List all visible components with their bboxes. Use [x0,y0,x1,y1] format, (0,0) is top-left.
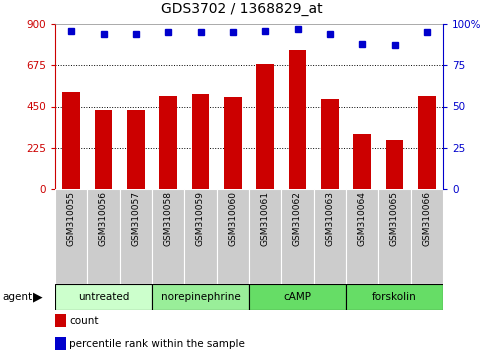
Text: GSM310055: GSM310055 [67,191,76,246]
Bar [217,189,249,284]
Text: GSM310065: GSM310065 [390,191,399,246]
Bar [87,189,120,284]
Bar [159,96,177,189]
Bar [192,94,210,189]
Bar [185,189,217,284]
Text: GSM310061: GSM310061 [261,191,270,246]
Bar [321,99,339,189]
Bar [120,189,152,284]
Bar [127,110,145,189]
Text: ▶: ▶ [33,291,43,303]
Bar [62,92,80,189]
Text: agent: agent [2,292,32,302]
Bar [346,189,378,284]
Bar [95,110,113,189]
Bar [152,189,185,284]
Bar [55,189,87,284]
Bar [249,189,281,284]
Text: GSM310058: GSM310058 [164,191,172,246]
Bar [224,97,242,189]
Text: GSM310064: GSM310064 [358,191,367,246]
Text: forskolin: forskolin [372,292,417,302]
Bar [353,134,371,189]
Bar [411,189,443,284]
Text: GSM310060: GSM310060 [228,191,237,246]
Text: untreated: untreated [78,292,129,302]
Bar [289,50,306,189]
Text: GSM310062: GSM310062 [293,191,302,246]
Bar [385,139,403,189]
Bar [55,337,66,350]
Text: GSM310057: GSM310057 [131,191,141,246]
Bar [256,64,274,189]
Bar [281,189,313,284]
Bar [249,284,346,310]
Text: norepinephrine: norepinephrine [161,292,241,302]
Text: count: count [70,315,99,325]
Bar [418,96,436,189]
Text: GSM310056: GSM310056 [99,191,108,246]
Text: cAMP: cAMP [284,292,312,302]
Bar [152,284,249,310]
Text: GSM310059: GSM310059 [196,191,205,246]
Text: GSM310066: GSM310066 [422,191,431,246]
Bar [378,189,411,284]
Bar [55,314,66,327]
Bar [346,284,443,310]
Text: GDS3702 / 1368829_at: GDS3702 / 1368829_at [161,2,322,16]
Bar [313,189,346,284]
Bar [55,284,152,310]
Text: percentile rank within the sample: percentile rank within the sample [70,338,245,349]
Text: GSM310063: GSM310063 [326,191,334,246]
